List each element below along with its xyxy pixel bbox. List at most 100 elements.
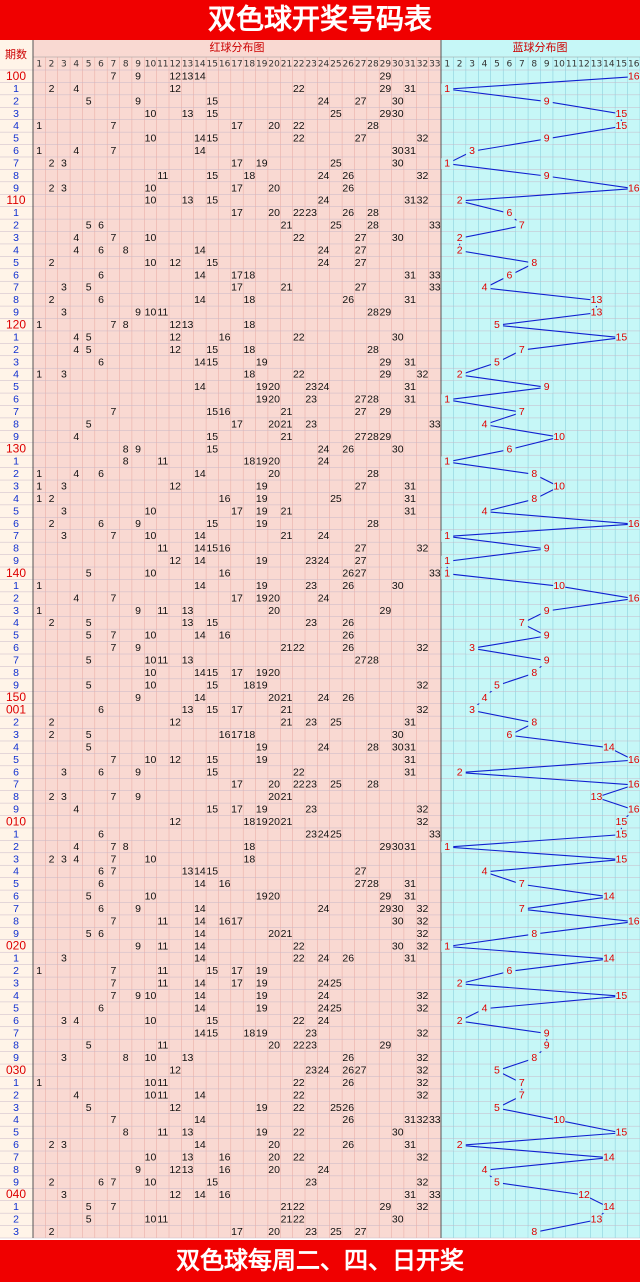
red-number: 27 — [355, 244, 367, 256]
red-number: 13 — [182, 70, 194, 82]
red-number: 31 — [404, 394, 416, 406]
period: 7 — [13, 1027, 19, 1039]
red-number: 29 — [380, 605, 392, 617]
red-number: 13 — [182, 1152, 194, 1164]
red-number: 23 — [305, 1065, 317, 1077]
red-number: 22 — [293, 642, 305, 654]
blue-column-label: 10 — [553, 60, 565, 70]
blue-number: 9 — [544, 1040, 550, 1052]
red-number: 6 — [98, 468, 104, 480]
blue-number-bg — [515, 878, 528, 890]
red-number: 25 — [330, 1102, 342, 1114]
blue-number: 2 — [457, 978, 463, 990]
red-number: 24 — [318, 95, 330, 107]
red-number: 15 — [206, 133, 218, 145]
red-number: 3 — [61, 307, 67, 319]
red-number: 26 — [342, 568, 354, 580]
red-number: 1 — [36, 319, 42, 331]
blue-number: 6 — [506, 269, 512, 281]
period: 3 — [13, 605, 19, 617]
blue-number-bg — [578, 1189, 591, 1201]
red-number: 33 — [429, 418, 441, 430]
red-number: 21 — [281, 530, 293, 542]
period: 030 — [6, 1063, 26, 1077]
blue-number-bg — [540, 1027, 553, 1039]
red-number: 11 — [157, 307, 168, 319]
period: 9 — [13, 928, 19, 940]
red-number: 18 — [244, 841, 256, 853]
period: 7 — [13, 406, 19, 418]
red-number: 4 — [73, 468, 79, 480]
red-number: 11 — [157, 1089, 168, 1101]
red-number: 14 — [194, 878, 206, 890]
red-number: 13 — [182, 654, 194, 666]
red-number: 2 — [49, 182, 55, 194]
red-number: 20 — [268, 381, 280, 393]
red-number: 19 — [256, 1027, 268, 1039]
red-number: 12 — [169, 1102, 181, 1114]
red-number: 21 — [281, 282, 293, 294]
red-number: 14 — [194, 70, 206, 82]
red-number: 2 — [49, 157, 55, 169]
red-number: 22 — [293, 953, 305, 965]
blue-number-bg — [478, 866, 491, 878]
red-number: 18 — [244, 729, 256, 741]
red-number: 14 — [194, 1002, 206, 1014]
red-number: 6 — [98, 903, 104, 915]
blue-number-bg — [540, 655, 553, 667]
blue-number-bg — [453, 1015, 466, 1027]
red-number: 33 — [429, 568, 441, 580]
red-number: 11 — [157, 940, 168, 952]
blue-number-bg — [478, 506, 491, 518]
blue-column-label: 14 — [603, 60, 615, 70]
red-number: 24 — [318, 530, 330, 542]
blue-column-label: 6 — [507, 60, 513, 70]
period: 120 — [6, 317, 26, 331]
red-number: 4 — [73, 83, 79, 95]
period: 1 — [13, 207, 19, 219]
period: 7 — [13, 282, 19, 294]
red-number: 15 — [206, 1027, 218, 1039]
red-number: 12 — [169, 717, 181, 729]
red-number: 23 — [305, 1226, 317, 1238]
blue-number: 8 — [531, 928, 537, 940]
period: 6 — [13, 642, 19, 654]
blue-number: 9 — [544, 605, 550, 617]
red-number: 16 — [219, 878, 231, 890]
blue-number: 7 — [519, 220, 525, 232]
blue-number-bg — [627, 754, 640, 766]
red-number: 25 — [330, 717, 342, 729]
red-number: 2 — [49, 1176, 55, 1188]
red-number: 6 — [98, 928, 104, 940]
red-number: 20 — [268, 891, 280, 903]
blue-number-bg — [515, 220, 528, 232]
red-number: 3 — [61, 1189, 67, 1201]
blue-number-bg — [478, 1003, 491, 1015]
red-number: 3 — [61, 481, 67, 493]
red-number: 12 — [169, 816, 181, 828]
red-number: 29 — [380, 70, 392, 82]
red-number: 12 — [169, 481, 181, 493]
blue-number: 1 — [444, 841, 450, 853]
red-number: 2 — [49, 83, 55, 95]
blue-number: 15 — [616, 816, 628, 828]
red-number: 27 — [355, 1065, 367, 1077]
red-number: 32 — [417, 915, 429, 927]
red-number: 17 — [231, 182, 243, 194]
red-number: 19 — [256, 356, 268, 368]
red-number: 25 — [330, 1002, 342, 1014]
blue-number-bg — [453, 245, 466, 257]
red-number: 10 — [145, 108, 157, 120]
period: 6 — [13, 518, 19, 530]
blue-column-label: 2 — [457, 60, 463, 70]
blue-number-bg — [553, 431, 566, 443]
blue-number-bg — [602, 953, 615, 965]
red-column-label: 7 — [110, 60, 116, 70]
red-number: 1 — [36, 965, 42, 977]
period: 9 — [13, 182, 19, 194]
period: 4 — [13, 493, 19, 505]
red-number: 4 — [73, 841, 79, 853]
red-number: 24 — [318, 1002, 330, 1014]
red-number: 24 — [318, 692, 330, 704]
red-number: 10 — [145, 1089, 157, 1101]
